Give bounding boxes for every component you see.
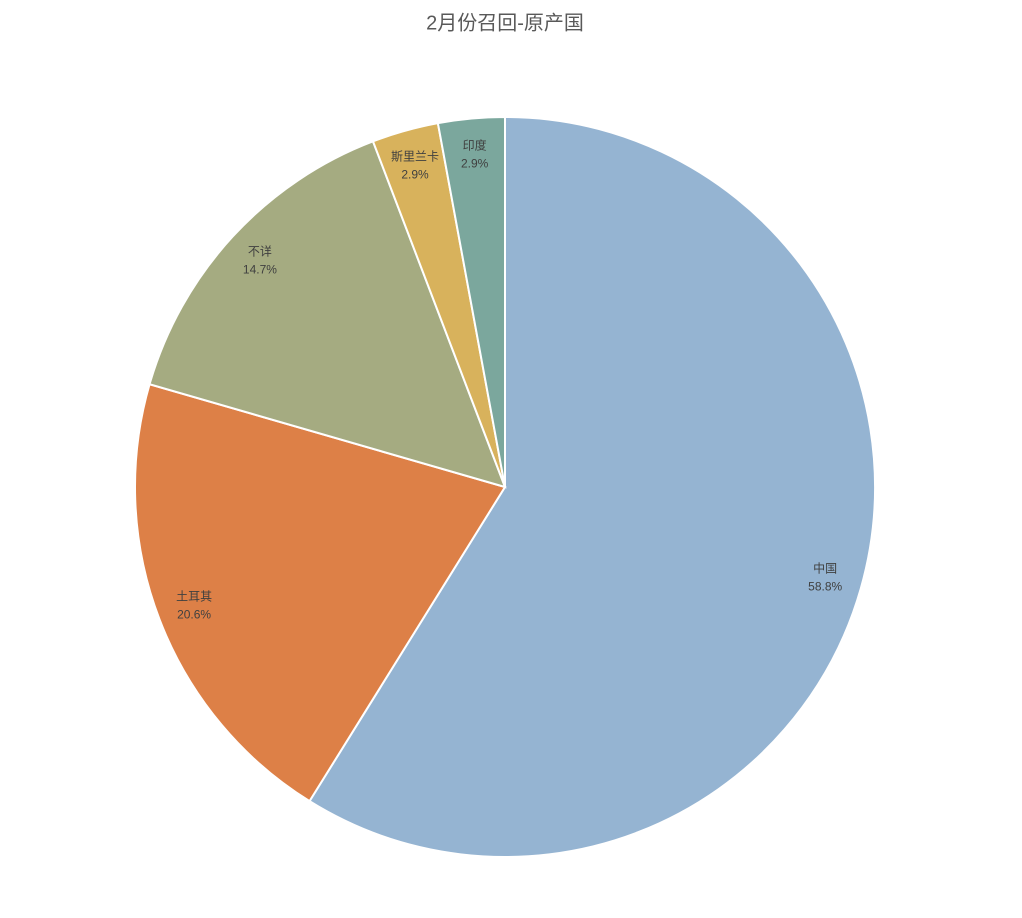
slice-label: 土耳其	[176, 589, 212, 603]
pie-slice	[308, 115, 876, 858]
slice-label: 印度	[463, 138, 487, 153]
slice-label: 不详	[248, 244, 272, 259]
pie-slice	[436, 115, 506, 488]
slice-value-label: 20.6%	[177, 607, 211, 621]
slice-value-label: 58.8%	[808, 580, 842, 594]
slice-value-label: 2.9%	[401, 168, 429, 182]
pie-slice	[148, 140, 507, 489]
slice-label: 中国	[813, 561, 837, 576]
slice-value-label: 14.7%	[243, 263, 277, 277]
slice-value-label: 2.9%	[461, 157, 489, 171]
slice-label: 斯里兰卡	[391, 150, 439, 164]
pie-slice	[134, 382, 507, 803]
chart-title: 2月份召回-原产国	[426, 11, 584, 34]
